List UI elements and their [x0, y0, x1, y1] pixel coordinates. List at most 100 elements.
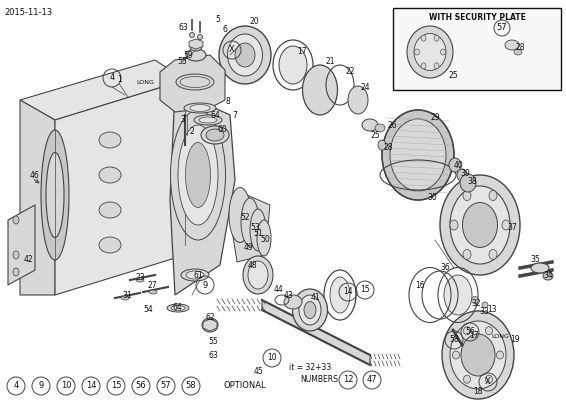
Ellipse shape — [482, 302, 488, 308]
Text: 22: 22 — [345, 68, 355, 76]
Text: 4: 4 — [109, 74, 115, 82]
Ellipse shape — [505, 40, 519, 50]
Ellipse shape — [167, 304, 189, 312]
Ellipse shape — [486, 375, 492, 383]
Ellipse shape — [241, 198, 259, 246]
Text: 14: 14 — [343, 288, 353, 296]
Ellipse shape — [442, 311, 514, 399]
Ellipse shape — [464, 375, 470, 383]
Text: 6: 6 — [222, 26, 228, 34]
Ellipse shape — [121, 296, 129, 300]
Ellipse shape — [302, 65, 337, 115]
Text: 55: 55 — [208, 338, 218, 346]
Ellipse shape — [190, 43, 202, 51]
Ellipse shape — [450, 220, 458, 230]
Text: 27: 27 — [147, 280, 157, 290]
Text: 57: 57 — [497, 24, 507, 32]
Ellipse shape — [228, 34, 263, 76]
Ellipse shape — [171, 306, 185, 310]
Text: 60: 60 — [217, 126, 227, 134]
Text: 36: 36 — [440, 264, 450, 272]
Ellipse shape — [421, 63, 426, 69]
Text: 30: 30 — [427, 194, 437, 202]
Polygon shape — [170, 90, 235, 295]
Ellipse shape — [178, 125, 218, 225]
Ellipse shape — [421, 35, 426, 41]
Ellipse shape — [136, 278, 144, 282]
Text: 64: 64 — [172, 304, 182, 312]
Ellipse shape — [414, 34, 446, 70]
Text: 19: 19 — [510, 336, 520, 344]
Text: 9: 9 — [203, 280, 208, 290]
Text: 58: 58 — [449, 336, 459, 344]
Text: 15: 15 — [360, 286, 370, 294]
Ellipse shape — [13, 251, 19, 259]
Ellipse shape — [186, 142, 211, 208]
Text: 37: 37 — [507, 224, 517, 232]
Text: 28: 28 — [383, 144, 393, 152]
Ellipse shape — [99, 132, 121, 148]
Text: 63: 63 — [208, 350, 218, 360]
Text: 64: 64 — [210, 110, 220, 120]
Ellipse shape — [486, 327, 492, 335]
Text: 10: 10 — [61, 382, 71, 390]
Ellipse shape — [330, 277, 350, 313]
Ellipse shape — [248, 261, 268, 289]
Bar — [393, 8, 561, 90]
Text: 4: 4 — [14, 382, 19, 390]
Text: 58: 58 — [186, 382, 196, 390]
Text: LONG: LONG — [491, 334, 509, 338]
Ellipse shape — [531, 263, 549, 273]
Ellipse shape — [463, 250, 471, 260]
Text: 63: 63 — [178, 24, 188, 32]
Ellipse shape — [13, 268, 19, 276]
Ellipse shape — [496, 351, 504, 359]
Text: 50: 50 — [260, 236, 270, 244]
Text: 38: 38 — [467, 178, 477, 186]
Text: 25: 25 — [370, 130, 380, 140]
Text: 53: 53 — [250, 224, 260, 232]
Ellipse shape — [41, 130, 69, 260]
Text: 3: 3 — [181, 116, 186, 124]
Text: 1: 1 — [118, 76, 122, 84]
Ellipse shape — [514, 49, 522, 55]
Text: 23: 23 — [135, 272, 145, 282]
Ellipse shape — [202, 318, 218, 332]
Text: 2: 2 — [190, 128, 194, 136]
Text: 10: 10 — [267, 354, 277, 362]
Ellipse shape — [293, 289, 328, 331]
Ellipse shape — [184, 103, 216, 113]
Text: 21: 21 — [325, 58, 335, 66]
Text: 32: 32 — [471, 298, 481, 308]
Text: WITH SECURITY PLATE: WITH SECURITY PLATE — [428, 14, 525, 22]
Text: OPTIONAL: OPTIONAL — [224, 382, 267, 390]
Ellipse shape — [543, 272, 553, 280]
Text: 18: 18 — [473, 388, 483, 396]
Ellipse shape — [194, 115, 222, 125]
Ellipse shape — [390, 119, 446, 191]
Ellipse shape — [304, 302, 316, 318]
Ellipse shape — [309, 71, 331, 109]
Ellipse shape — [407, 26, 453, 78]
Text: X: X — [229, 46, 235, 54]
Text: 48: 48 — [247, 260, 257, 270]
Text: it = 32+33: it = 32+33 — [289, 364, 331, 372]
Text: 42: 42 — [23, 256, 33, 264]
Ellipse shape — [99, 167, 121, 183]
Text: 31: 31 — [122, 290, 132, 300]
Ellipse shape — [257, 220, 271, 256]
Text: 51: 51 — [253, 228, 263, 238]
Text: 56: 56 — [136, 382, 147, 390]
Text: NUMBERS: NUMBERS — [300, 376, 338, 384]
Ellipse shape — [440, 175, 520, 275]
Text: LONG: LONG — [136, 80, 154, 84]
Text: 43: 43 — [283, 290, 293, 300]
Text: 13: 13 — [487, 306, 497, 314]
Text: 52: 52 — [240, 214, 250, 222]
Text: 15: 15 — [111, 382, 121, 390]
Ellipse shape — [284, 295, 302, 309]
Ellipse shape — [375, 124, 385, 132]
Ellipse shape — [444, 275, 472, 315]
Ellipse shape — [414, 49, 419, 55]
Ellipse shape — [471, 296, 478, 304]
